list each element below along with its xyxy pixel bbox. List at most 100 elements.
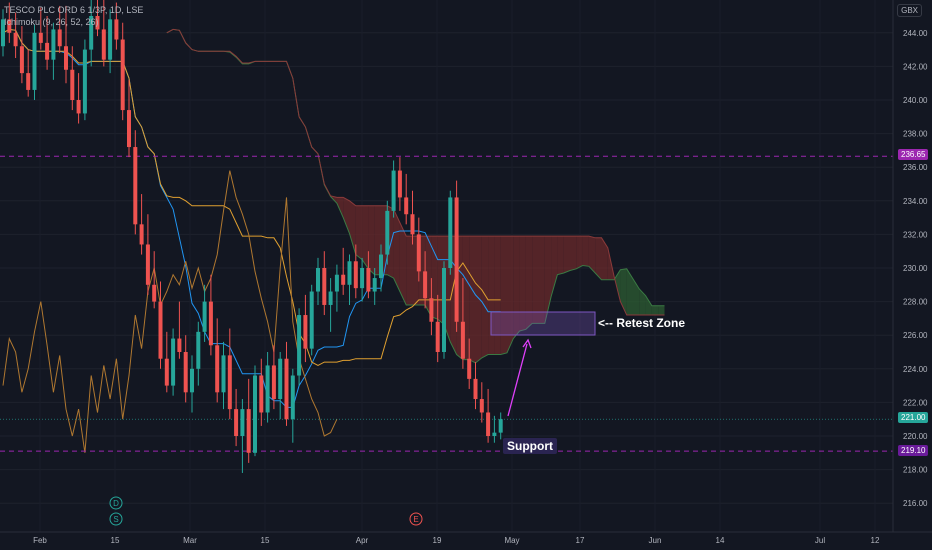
candle-body xyxy=(19,46,24,74)
candle-body xyxy=(271,365,276,400)
price-tick-label: 244.00 xyxy=(903,29,928,38)
cloud-segment xyxy=(576,236,583,269)
candle-body xyxy=(360,268,365,289)
candle-body xyxy=(347,261,352,285)
candle-body xyxy=(423,271,428,299)
cloud-segment xyxy=(336,197,344,218)
cloud-segment xyxy=(633,278,640,316)
candle-body xyxy=(13,32,18,47)
time-tick-label: Jul xyxy=(815,536,825,545)
time-tick-label: Feb xyxy=(33,536,47,545)
candle-body xyxy=(498,419,503,433)
candle-body xyxy=(215,345,220,393)
cloud-segment xyxy=(469,236,476,363)
cloud-segment xyxy=(399,222,407,305)
horizontal-levels xyxy=(0,155,893,452)
candle-body xyxy=(309,291,314,349)
price-axis-bg xyxy=(893,0,932,550)
candle-body xyxy=(397,170,402,198)
rebound-arrowhead xyxy=(522,338,532,349)
cloud-segment xyxy=(595,237,602,280)
time-tick-label: 17 xyxy=(576,536,585,545)
cloud-segment xyxy=(651,305,659,316)
cloud-segment xyxy=(563,236,570,274)
price-tick-label: 216.00 xyxy=(903,499,928,508)
time-axis: Feb 15 Mar 15 Apr 19 May 17 Jun 14 Jul 12 xyxy=(0,531,932,545)
candle-body xyxy=(334,274,339,292)
resistance-price-tag: 236.65 xyxy=(898,149,929,161)
marker-letter: S xyxy=(113,515,118,524)
candle-body xyxy=(385,210,390,255)
cloud-segment xyxy=(481,236,489,358)
candle-body xyxy=(108,19,113,60)
senkou-span-b xyxy=(166,28,665,316)
cloud-segment xyxy=(588,236,596,274)
candle-body xyxy=(454,197,459,322)
candle-body xyxy=(164,358,169,386)
time-tick-label: Mar xyxy=(183,536,197,545)
cloud-segment xyxy=(582,236,589,267)
price-tick-label: 228.00 xyxy=(903,298,928,307)
senkou-span-a xyxy=(166,28,665,364)
candle-body xyxy=(38,32,43,43)
price-tick-label: 234.00 xyxy=(903,197,928,206)
candle-body xyxy=(202,301,207,332)
symbol-title[interactable]: TESCO PLC ORD 6 1/3P, 1D, LSE xyxy=(4,5,144,15)
candle-body xyxy=(467,358,472,379)
indicator-title[interactable]: Ichimoku (9, 26, 52, 26) xyxy=(4,17,99,27)
candle-body xyxy=(221,355,226,393)
cloud-segment xyxy=(343,197,350,234)
cloud-segment xyxy=(626,268,633,316)
candle-body xyxy=(89,16,94,50)
candle-body xyxy=(240,409,245,436)
rebound-arrow xyxy=(507,343,528,417)
price-tick-label: 238.00 xyxy=(903,130,928,139)
candle-body xyxy=(1,19,5,47)
candle-body xyxy=(442,268,446,352)
candle-body xyxy=(322,268,327,305)
candle-body xyxy=(171,338,176,386)
candle-body xyxy=(448,197,453,268)
candle-body xyxy=(139,224,144,245)
split-marker: S xyxy=(109,512,123,526)
candle-body xyxy=(486,412,491,436)
candle-body xyxy=(133,147,138,225)
candle-body xyxy=(416,234,421,272)
candle-body xyxy=(82,49,87,114)
cloud-segment xyxy=(570,236,577,271)
earnings-marker: E xyxy=(409,512,423,526)
time-tick-label: May xyxy=(504,536,519,545)
cloud-segment xyxy=(538,236,545,324)
currency-label[interactable]: GBX xyxy=(897,4,922,17)
price-tick-label: 226.00 xyxy=(903,331,928,340)
chart-legend: TESCO PLC ORD 6 1/3P, 1D, LSE Ichimoku (… xyxy=(4,4,143,28)
candle-body xyxy=(208,301,213,346)
cloud-segment xyxy=(406,236,413,305)
marker-circle xyxy=(409,512,423,526)
event-markers: DS E xyxy=(109,496,423,526)
cloud-segment xyxy=(601,237,608,280)
candle-body xyxy=(278,358,283,400)
candle-body xyxy=(234,409,239,436)
support-label: Support xyxy=(503,438,557,454)
cloud-segment xyxy=(349,200,356,255)
candle-body xyxy=(391,170,396,211)
candle-body xyxy=(196,331,201,369)
candle-body xyxy=(429,298,434,322)
price-tick-label: 220.00 xyxy=(903,432,928,441)
candle-body xyxy=(328,291,333,305)
price-tick-label: 230.00 xyxy=(903,264,928,273)
marker-letter: E xyxy=(413,515,418,524)
candle-body xyxy=(127,110,131,148)
candle-body xyxy=(45,42,50,60)
cloud-segment xyxy=(368,205,375,275)
price-tick-label: 236.00 xyxy=(903,163,928,172)
cloud-segment xyxy=(525,236,533,330)
candle-body xyxy=(410,214,415,235)
candle-body xyxy=(26,73,31,90)
cloud-segment xyxy=(639,289,646,316)
candle-body xyxy=(265,365,270,413)
candle-body xyxy=(177,338,182,352)
candle-body xyxy=(246,409,251,453)
